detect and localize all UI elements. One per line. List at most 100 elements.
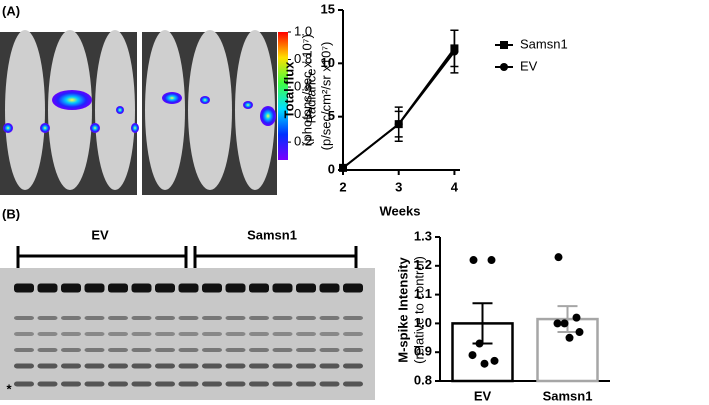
gel-band (14, 283, 34, 293)
gel-band (37, 283, 58, 293)
gel-band (108, 283, 128, 293)
y-axis-units: (photons/sec x 10⁷) (299, 34, 314, 146)
colorbar (278, 32, 288, 160)
gel-band (343, 348, 363, 352)
gel-band (343, 283, 363, 293)
gel-band (155, 283, 175, 293)
gel-band (343, 363, 363, 369)
gel-band (202, 363, 222, 369)
gel-band (296, 316, 316, 320)
gel-band (37, 332, 58, 336)
gel-band (225, 348, 246, 352)
gel-band (37, 381, 58, 387)
gel-band (249, 348, 269, 352)
gel-band (84, 348, 105, 352)
gel-band (155, 348, 175, 352)
gel-band (202, 316, 222, 320)
data-point (487, 256, 496, 265)
y-axis-label: M-spike Intensity (395, 256, 410, 362)
x-tick-label: EV (474, 388, 492, 403)
data-point (575, 328, 584, 337)
colorbar-label: Radiance (303, 69, 318, 124)
gel-band (14, 381, 34, 387)
gel-band (249, 283, 269, 293)
y-tick-label: 0.9 (414, 344, 432, 359)
gel-band (155, 363, 175, 369)
gel-band (296, 283, 316, 293)
data-point (450, 47, 459, 56)
gel-band (131, 332, 152, 336)
gel-group-label: EV (91, 227, 109, 242)
gel-band (14, 332, 34, 336)
gel-band (14, 363, 34, 369)
y-tick-label: 0 (328, 161, 335, 176)
data-point (480, 359, 489, 368)
gel-band (84, 332, 105, 336)
legend-label: Samsn1 (520, 36, 568, 51)
gel-band (296, 332, 316, 336)
gel-band (108, 381, 128, 387)
gel-band (61, 348, 81, 352)
gel-band (61, 332, 81, 336)
gel-band (37, 316, 58, 320)
gel-band (202, 381, 222, 387)
gel-band (61, 381, 81, 387)
gel-band (343, 381, 363, 387)
panel-label: (A) (2, 3, 20, 18)
gel-band (131, 381, 152, 387)
mouse-image (0, 30, 277, 195)
gel-band (155, 381, 175, 387)
gel-band (343, 332, 363, 336)
data-point (339, 163, 347, 172)
colorbar-tick-label: 0.8 (294, 51, 312, 66)
gel-band (272, 381, 293, 387)
gel-band (37, 348, 58, 352)
gel-band (225, 363, 246, 369)
x-tick-label: 2 (339, 179, 346, 194)
data-point (469, 256, 478, 265)
colorbar-units: (p/sec/cm²/sr x10⁷) (318, 42, 333, 151)
gel-band (272, 348, 293, 352)
data-point (565, 333, 574, 342)
legend-marker (500, 63, 508, 71)
gel-band (178, 363, 199, 369)
gel-band (131, 316, 152, 320)
data-point (572, 313, 581, 322)
x-tick-label: 4 (451, 179, 459, 194)
gel-band (37, 363, 58, 369)
gel-band (249, 316, 269, 320)
gel-image (0, 246, 375, 400)
gel-band (249, 363, 269, 369)
gel-band (155, 316, 175, 320)
data-point (560, 319, 569, 328)
gel-band (319, 283, 340, 293)
gel-band (272, 363, 293, 369)
gel-band (225, 316, 246, 320)
gel-band (178, 283, 199, 293)
y-tick-label: 15 (321, 1, 335, 16)
gel-band (108, 316, 128, 320)
legend-label: EV (520, 58, 538, 73)
gel-band (202, 332, 222, 336)
gel-band (272, 283, 293, 293)
y-axis-units: (relative to control) (411, 256, 426, 364)
data-point (553, 319, 562, 328)
gel-band (296, 363, 316, 369)
gel-band (61, 316, 81, 320)
gel-band (84, 363, 105, 369)
gel-band (343, 316, 363, 320)
legend-marker (500, 41, 508, 49)
gel-band (131, 348, 152, 352)
data-point (394, 120, 403, 129)
gel-band (296, 381, 316, 387)
gel-marker: * (6, 381, 12, 396)
gel-band (14, 348, 34, 352)
gel-band (61, 283, 81, 293)
panel-label: (B) (2, 206, 20, 221)
gel-band (319, 363, 340, 369)
gel-band (178, 348, 199, 352)
gel-band (178, 316, 199, 320)
y-tick-label: 5 (328, 108, 335, 123)
error-bar (557, 305, 578, 334)
